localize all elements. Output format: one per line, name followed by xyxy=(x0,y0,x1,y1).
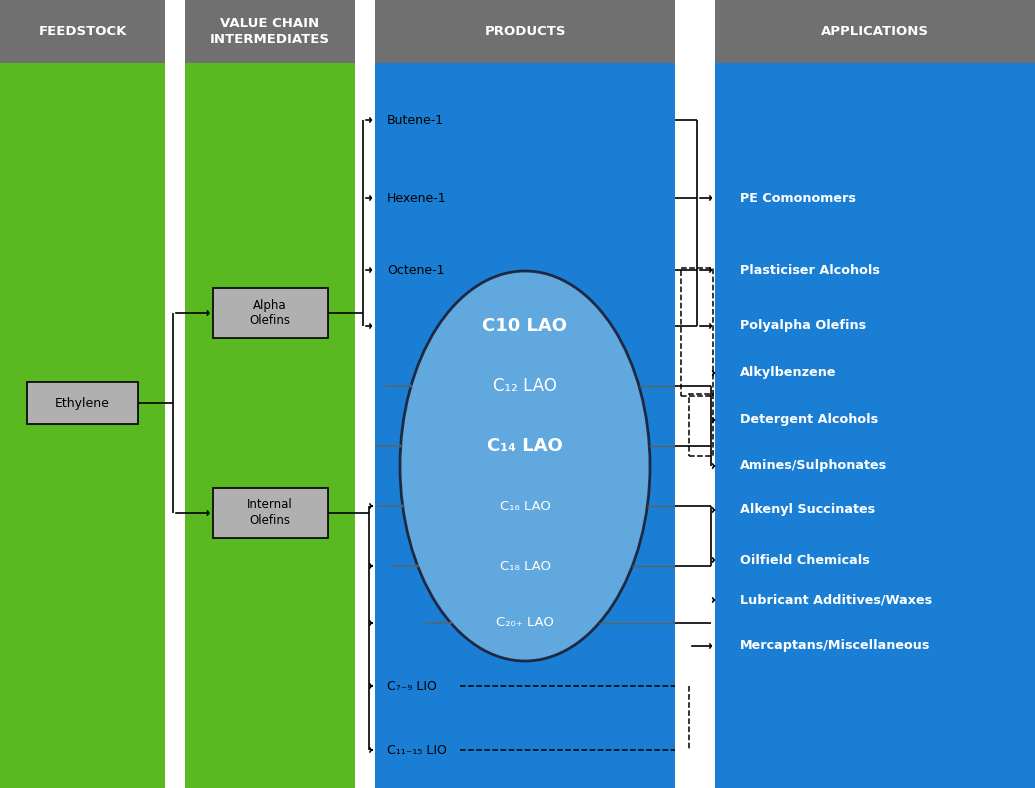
Bar xyxy=(689,394,713,456)
Text: Butene-1: Butene-1 xyxy=(387,113,444,127)
Text: Alkenyl Succinates: Alkenyl Succinates xyxy=(740,504,876,516)
Text: Detergent Alcohols: Detergent Alcohols xyxy=(740,414,878,426)
Text: Amines/Sulphonates: Amines/Sulphonates xyxy=(740,459,887,473)
Text: Alpha
Olefins: Alpha Olefins xyxy=(249,299,291,328)
Bar xyxy=(185,0,355,63)
Text: PE Comonomers: PE Comonomers xyxy=(740,191,856,205)
Text: Polyalpha Olefins: Polyalpha Olefins xyxy=(740,319,866,333)
Text: Internal
Olefins: Internal Olefins xyxy=(247,499,293,527)
Text: FEEDSTOCK: FEEDSTOCK xyxy=(38,25,126,38)
Text: Ethylene: Ethylene xyxy=(55,396,110,410)
Text: C₇₋₉ LIO: C₇₋₉ LIO xyxy=(387,679,437,693)
Text: PRODUCTS: PRODUCTS xyxy=(484,25,566,38)
Bar xyxy=(681,268,713,396)
Text: APPLICATIONS: APPLICATIONS xyxy=(821,25,929,38)
Text: C10 LAO: C10 LAO xyxy=(482,317,567,335)
Text: C₁₂ LAO: C₁₂ LAO xyxy=(493,377,557,395)
Text: C₁₆ LAO: C₁₆ LAO xyxy=(500,500,551,512)
FancyBboxPatch shape xyxy=(212,288,327,338)
Bar xyxy=(0,0,165,63)
Text: C₁₁₋₁₅ LIO: C₁₁₋₁₅ LIO xyxy=(387,744,447,756)
Text: Plasticiser Alcohols: Plasticiser Alcohols xyxy=(740,263,880,277)
FancyBboxPatch shape xyxy=(28,382,138,424)
Text: Hexene-1: Hexene-1 xyxy=(387,191,447,205)
Bar xyxy=(375,63,675,788)
Text: C₁₄ LAO: C₁₄ LAO xyxy=(487,437,563,455)
Bar xyxy=(715,0,1035,63)
Bar xyxy=(675,0,715,63)
FancyBboxPatch shape xyxy=(212,488,327,538)
Text: Alkylbenzene: Alkylbenzene xyxy=(740,366,836,380)
Bar xyxy=(715,63,1035,788)
Bar xyxy=(0,63,165,788)
Bar xyxy=(675,63,715,788)
Text: Mercaptans/Miscellaneous: Mercaptans/Miscellaneous xyxy=(740,640,930,652)
Ellipse shape xyxy=(400,271,650,661)
Text: Lubricant Additives/Waxes: Lubricant Additives/Waxes xyxy=(740,593,933,607)
Text: Oilfield Chemicals: Oilfield Chemicals xyxy=(740,553,869,567)
Bar xyxy=(185,63,355,788)
Text: Octene-1: Octene-1 xyxy=(387,263,444,277)
Text: VALUE CHAIN
INTERMEDIATES: VALUE CHAIN INTERMEDIATES xyxy=(210,17,330,46)
Text: C₂₀₊ LAO: C₂₀₊ LAO xyxy=(496,616,554,630)
Text: C₁₈ LAO: C₁₈ LAO xyxy=(500,559,551,573)
Bar xyxy=(375,0,675,63)
Bar xyxy=(675,0,715,63)
